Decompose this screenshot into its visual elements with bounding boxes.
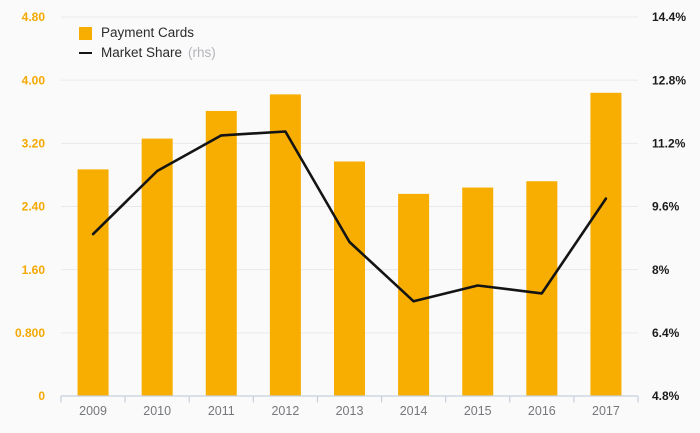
market-share-line	[91, 130, 608, 303]
left-axis-label: 1.60	[22, 263, 46, 277]
x-axis-label-2015: 2015	[464, 404, 492, 418]
legend-label-market-share: Market Share	[101, 45, 183, 60]
x-axis-label-2009: 2009	[79, 404, 107, 418]
x-axis-label-2017: 2017	[592, 404, 620, 418]
bar-2011	[205, 110, 237, 396]
right-axis-label: 6.4%	[652, 326, 680, 340]
left-axis-label: 4.00	[22, 73, 46, 87]
left-axis-label: 3.20	[22, 137, 46, 151]
bar-2013	[334, 161, 365, 396]
legend-item-market-share[interactable]: Market Share (rhs)	[79, 46, 216, 60]
bar-2015	[462, 187, 494, 396]
bar-2016	[526, 181, 558, 396]
left-axis-label: 4.80	[22, 10, 46, 24]
bar-2009	[77, 169, 109, 396]
x-axis-label-2013: 2013	[336, 404, 364, 418]
bar-2014	[398, 193, 430, 396]
right-axis-label: 12.8%	[652, 73, 686, 87]
right-axis-label: 8%	[652, 263, 670, 277]
line-swatch-icon	[79, 52, 92, 54]
legend-label-payment-cards: Payment Cards	[101, 25, 195, 40]
left-axis-label: 0	[38, 389, 45, 403]
x-axis-label-2011: 2011	[208, 404, 235, 418]
x-axis-label-2012: 2012	[271, 404, 299, 418]
left-axis-label: 2.40	[22, 200, 46, 214]
legend-item-payment-cards[interactable]: Payment Cards	[79, 26, 216, 40]
x-axis-label-2014: 2014	[400, 404, 428, 418]
bar-2012	[269, 94, 301, 397]
legend: Payment Cards Market Share (rhs)	[79, 26, 216, 60]
x-axis-label-2010: 2010	[143, 404, 171, 418]
right-axis-label: 11.2%	[652, 137, 686, 151]
left-axis-label: 0.800	[15, 326, 45, 340]
bar-2010	[141, 138, 173, 397]
right-axis-label: 9.6%	[652, 200, 680, 214]
bar-2017	[590, 92, 622, 397]
bar-swatch-icon	[79, 26, 92, 40]
legend-label-rhs-suffix: (rhs)	[188, 45, 216, 60]
x-axis-label-2016: 2016	[528, 404, 556, 418]
right-axis-label: 4.8%	[652, 389, 680, 403]
right-axis-label: 14.4%	[652, 10, 686, 24]
